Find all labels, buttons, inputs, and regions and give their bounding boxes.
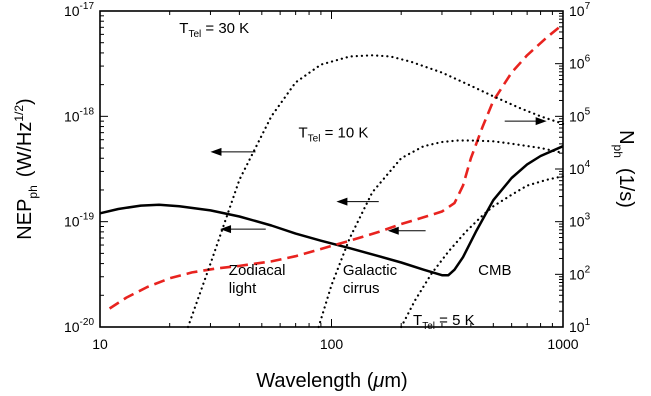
right-tick-label: 105	[569, 106, 591, 124]
curves-group	[99, 23, 565, 329]
telescope-temperature-label: TTel = 10 K	[298, 124, 368, 144]
right-tick-label: 101	[569, 317, 591, 335]
x-axis-title: Wavelength (μm)	[256, 370, 407, 392]
right-tick-label: 102	[569, 264, 591, 282]
left-tick-label: 10-19	[64, 212, 94, 230]
x-tick-label: 100	[320, 336, 344, 352]
left-axis-title: NEPph(W/Hz1/2)	[12, 98, 40, 239]
source-annotation: Zodiacal light	[229, 262, 286, 297]
telescope-temperature-label: TTel = 5 K	[413, 312, 475, 332]
direction-arrow-head	[387, 226, 399, 235]
labels-group: Zodiacal light Galactic cirrus CMB TTel = 30 …	[179, 20, 511, 332]
right-tick-label: 103	[569, 212, 591, 230]
x-tick-label: 1000	[547, 336, 578, 352]
right-axis-title: Nph(1/s)	[611, 130, 637, 208]
source-annotation: CMB	[478, 262, 511, 279]
series-line-dotted	[186, 54, 565, 329]
direction-arrow-head	[220, 225, 232, 234]
direction-arrow-head	[210, 147, 222, 156]
ticks-group: 10 100 1000 10-20 10-19 10-18 10-17 101 102 103 10…	[64, 1, 591, 352]
series-line-solid	[99, 145, 564, 277]
direction-arrow-head	[535, 117, 547, 126]
left-tick-label: 10-17	[64, 1, 94, 19]
right-tick-label: 107	[569, 1, 591, 19]
plot-area	[99, 10, 564, 328]
source-annotation: Galactic cirrus	[343, 262, 398, 297]
x-tick-label: 10	[92, 336, 108, 352]
left-tick-label: 10-18	[64, 106, 94, 124]
series-line-dotted	[317, 139, 565, 329]
series-line-dashed	[108, 23, 564, 310]
direction-arrow-head	[336, 197, 348, 206]
telescope-temperature-label: TTel = 30 K	[179, 20, 249, 40]
right-tick-label: 106	[569, 54, 591, 72]
series-line-dotted	[400, 175, 565, 329]
right-tick-label: 104	[569, 159, 591, 177]
left-tick-label: 10-20	[64, 317, 94, 335]
arrows-group	[210, 117, 547, 235]
